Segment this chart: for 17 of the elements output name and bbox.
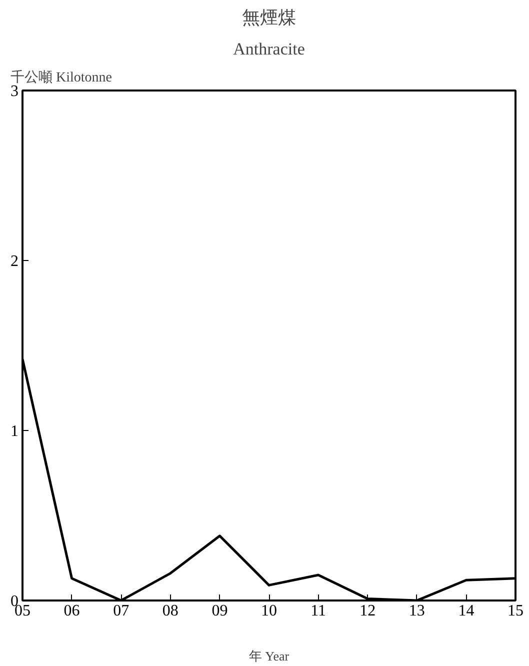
x-tick-label: 09 [212,602,228,620]
x-tick-label: 10 [261,602,277,620]
x-tick-label: 15 [508,602,524,620]
y-tick-label: 2 [10,253,18,270]
x-tick-label: 14 [458,602,474,620]
x-tick-label: 12 [360,602,376,620]
x-tick-label: 08 [162,602,178,620]
x-tick-label: 06 [64,602,80,620]
x-tick-label: 11 [310,602,326,620]
x-tick-label: 07 [113,602,130,620]
chart-title: 無煙煤 [242,8,296,28]
y-axis-title: 千公噸 Kilotonne [10,70,112,86]
chart-subtitle: Anthracite [233,40,305,58]
x-tick-label: 13 [408,602,425,620]
y-tick-label: 3 [10,83,18,100]
y-tick-label: 1 [10,423,18,440]
x-axis-title: 年 Year [248,648,290,664]
